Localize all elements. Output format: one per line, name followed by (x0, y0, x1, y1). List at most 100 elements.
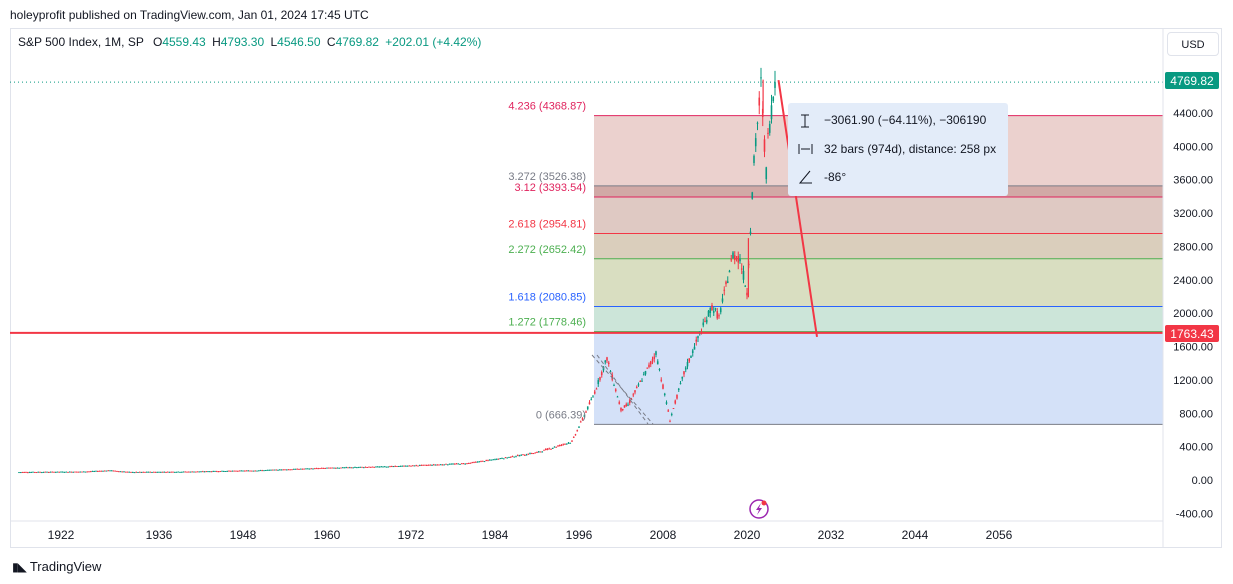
candle-body (298, 468, 300, 470)
candle-body (583, 415, 586, 417)
candle-body (257, 470, 260, 472)
candle-body (235, 470, 237, 472)
symbol-name[interactable]: S&P 500 Index, 1M, SP (18, 35, 144, 49)
candle-body (760, 77, 762, 79)
candle-body (658, 368, 661, 370)
candle-body (354, 466, 356, 468)
candle-body (58, 471, 61, 473)
candle-body (548, 448, 551, 450)
candle-body (733, 255, 736, 261)
candle-body (404, 465, 407, 467)
currency-button[interactable]: USD (1167, 32, 1219, 56)
candle-body (523, 454, 526, 456)
candle-body (37, 471, 40, 473)
candle-body (322, 467, 325, 469)
angle-icon (798, 170, 812, 184)
candle-body (660, 379, 663, 381)
candle-body (446, 464, 449, 466)
candle-body (387, 466, 390, 468)
fib-zone (594, 233, 1163, 259)
candle-body (301, 468, 304, 470)
time-tick-label: 1984 (482, 528, 509, 542)
candle-body (459, 463, 461, 465)
candle-body (483, 461, 486, 463)
candle-body (40, 472, 43, 474)
candle-body (238, 470, 241, 472)
candle-body (632, 394, 635, 396)
candle-body (54, 471, 57, 473)
candle-body (189, 471, 192, 473)
candle-body (306, 468, 309, 470)
candle-body (502, 458, 505, 460)
tradingview-logo[interactable]: ▮◣ TradingView (12, 559, 101, 574)
candle-body (396, 465, 398, 467)
candle-body (646, 367, 649, 369)
projection-line[interactable] (777, 80, 818, 338)
candle-body (714, 308, 717, 310)
candle-body (72, 471, 75, 473)
candle-body (684, 367, 687, 370)
candle-body (149, 471, 152, 473)
candle-body (133, 472, 136, 474)
vertical-measure-icon (801, 114, 809, 128)
candle-body (35, 472, 38, 474)
candle-body (285, 469, 288, 471)
candle-body (599, 377, 601, 380)
candle-body (329, 467, 332, 469)
candle-body (604, 360, 607, 363)
low-value: 4546.50 (277, 35, 321, 49)
lightning-event-icon[interactable] (749, 499, 769, 519)
candle-body (142, 471, 145, 473)
candle-body (488, 459, 491, 461)
candle-body (676, 394, 678, 399)
candle-body (716, 311, 719, 319)
time-tick-label: 1948 (230, 528, 257, 542)
candle-body (562, 443, 565, 445)
candle-body (303, 468, 306, 470)
candle-body (135, 471, 138, 473)
candle-body (305, 468, 307, 470)
candle-body (348, 467, 351, 469)
candle-body (499, 458, 502, 460)
candle-body (558, 444, 561, 447)
candle-body (165, 471, 167, 473)
candle-body (758, 97, 761, 106)
candle-body (555, 446, 558, 448)
candle-body (436, 464, 439, 466)
candle-body (161, 471, 164, 473)
line-price-badge: 1763.43 (1165, 325, 1219, 342)
candle-body (576, 430, 579, 432)
time-tick-label: 1922 (48, 528, 75, 542)
candle-body (452, 463, 454, 465)
candle-body (425, 464, 428, 466)
candle-body (376, 466, 379, 468)
candle-body (333, 467, 335, 469)
price-tick-label: 2400.00 (1173, 275, 1213, 287)
candle-body (625, 404, 628, 407)
candle-body (774, 82, 776, 88)
candle-body (546, 448, 549, 450)
candle-body (669, 421, 671, 423)
candle-body (394, 465, 397, 467)
candle-body (509, 456, 512, 458)
candle-body (226, 470, 229, 472)
price-tick-label: 2800.00 (1173, 241, 1213, 253)
price-tick-label: 3200.00 (1173, 208, 1213, 220)
candle-body (662, 384, 664, 389)
candle-body (422, 464, 425, 466)
price-series (18, 67, 776, 474)
candle-body (84, 471, 87, 473)
candle-body (711, 305, 713, 311)
candle-body (373, 466, 376, 468)
candle-body (530, 453, 533, 455)
candle-body (93, 471, 96, 473)
candle-body (222, 470, 225, 472)
candle-body (296, 468, 299, 470)
candle-body (641, 380, 643, 382)
candle-body (352, 467, 355, 469)
candle-body (429, 464, 432, 466)
candle-body (362, 467, 365, 469)
candle-body (86, 471, 89, 473)
candle-body (634, 390, 636, 393)
